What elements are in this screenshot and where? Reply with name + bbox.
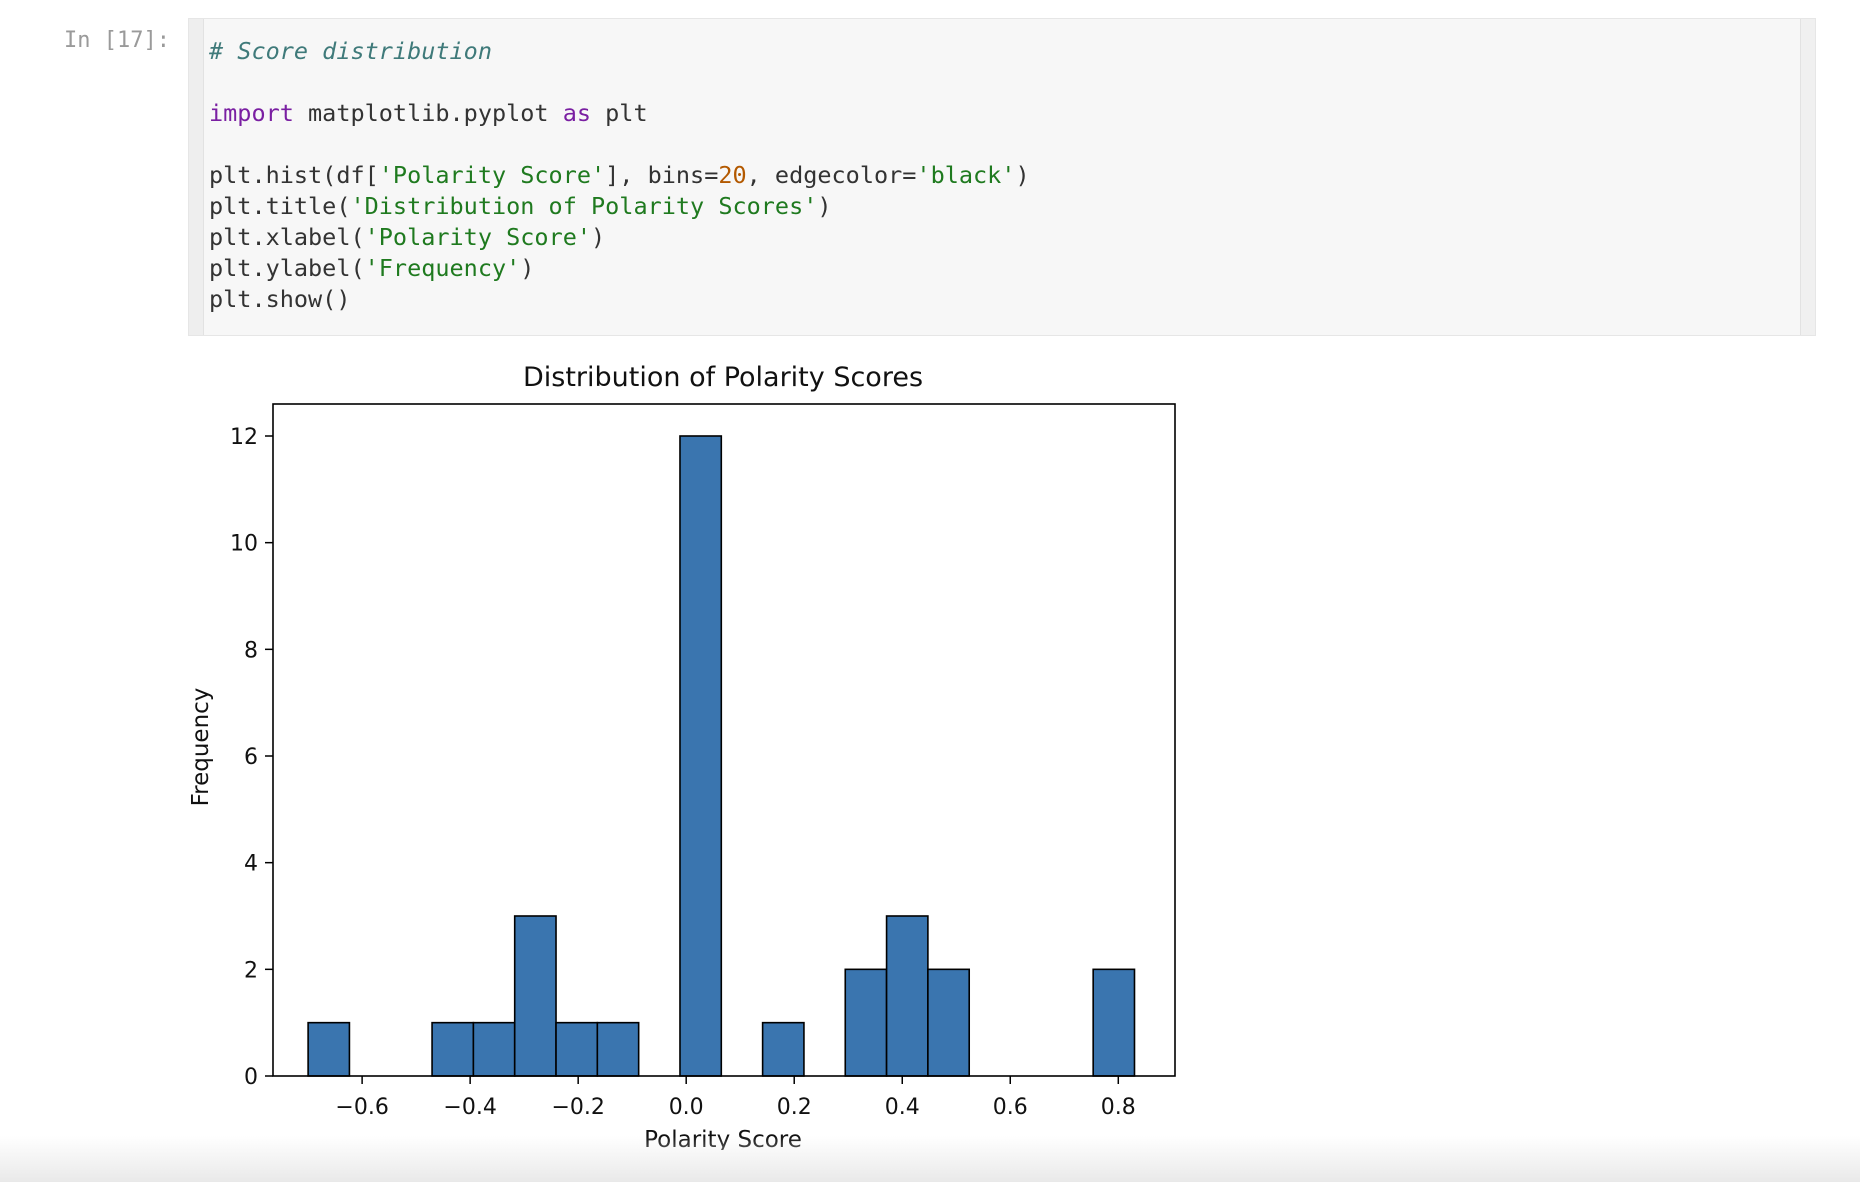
y-axis: 0 2 4 6 8 10 12 xyxy=(230,425,273,1090)
histogram-bar xyxy=(431,1021,475,1077)
histogram-bar xyxy=(472,1021,516,1077)
code-line xyxy=(209,67,1030,98)
x-tick-label: 0.8 xyxy=(1101,1095,1136,1120)
histogram-bar xyxy=(513,915,557,1077)
x-tick-label: 0.6 xyxy=(993,1095,1028,1120)
y-axis-label: Frequency xyxy=(188,688,214,807)
cell-prompt: In [17]: xyxy=(64,28,170,53)
histogram-bar xyxy=(885,915,929,1077)
histogram-bar xyxy=(761,1021,805,1077)
x-tick-label: −0.2 xyxy=(551,1095,604,1120)
code-token: ) xyxy=(591,223,606,251)
plot-frame xyxy=(272,403,1176,1077)
histogram-bar xyxy=(307,1021,351,1077)
x-tick-label: 0.2 xyxy=(777,1095,812,1120)
code-line: plt.ylabel('Frequency') xyxy=(209,253,1030,284)
y-tick-label: 6 xyxy=(244,745,258,770)
x-axis: −0.6 −0.4 −0.2 0.0 0.2 0.4 0.6 0.8 xyxy=(335,1076,1136,1120)
cell-output: Distribution of Polarity Scores Frequenc… xyxy=(180,350,1200,1154)
code-token: import xyxy=(209,99,294,127)
code-line: plt.title('Distribution of Polarity Scor… xyxy=(209,191,1030,222)
histogram-chart: Distribution of Polarity Scores Frequenc… xyxy=(188,362,1176,1153)
y-tick-label: 2 xyxy=(244,958,258,983)
histogram-bar xyxy=(927,968,971,1077)
y-tick-label: 8 xyxy=(244,638,258,663)
code-line: plt.xlabel('Polarity Score') xyxy=(209,222,1030,253)
code-token: , edgecolor= xyxy=(746,161,917,189)
code-token: as xyxy=(562,99,592,127)
code-line: plt.hist(df['Polarity Score'], bins=20, … xyxy=(209,160,1030,191)
histogram-bar xyxy=(555,1021,599,1077)
code-cell-input[interactable] xyxy=(188,18,1816,336)
code-token: 'Distribution of Polarity Scores' xyxy=(350,192,818,220)
code-token: plt.hist(df[ xyxy=(209,161,379,189)
x-tick-label: −0.4 xyxy=(443,1095,496,1120)
y-tick-label: 0 xyxy=(244,1065,258,1090)
chart-title: Distribution of Polarity Scores xyxy=(523,362,923,393)
cell-scrollbar[interactable] xyxy=(1800,19,1815,335)
x-tick-label: 0.4 xyxy=(885,1095,920,1120)
bottom-shade xyxy=(0,1136,1860,1182)
code-token: 'Frequency' xyxy=(364,254,521,282)
code-token: ) xyxy=(1015,161,1030,189)
code-line xyxy=(209,129,1030,160)
code-token: ) xyxy=(817,192,832,220)
y-tick-label: 12 xyxy=(230,425,258,450)
histogram-bar xyxy=(1092,968,1136,1077)
x-tick-label: −0.6 xyxy=(335,1095,388,1120)
code-editor[interactable]: # Score distribution import matplotlib.p… xyxy=(209,36,1030,315)
histogram-bar xyxy=(844,968,888,1077)
code-token: # Score distribution xyxy=(209,37,492,65)
code-token: plt.xlabel( xyxy=(209,223,365,251)
code-line: plt.show() xyxy=(209,284,1030,315)
code-token: plt.title( xyxy=(209,192,351,220)
code-token: 'Polarity Score' xyxy=(364,223,592,251)
histogram-bar xyxy=(679,435,723,1077)
y-tick-label: 10 xyxy=(230,532,258,557)
y-tick-label: 4 xyxy=(244,852,258,877)
histogram-bar xyxy=(596,1021,640,1077)
code-token: ], bins= xyxy=(605,161,719,189)
code-token: plt.ylabel( xyxy=(209,254,365,282)
code-line: import matplotlib.pyplot as plt xyxy=(209,98,1030,129)
code-token: ) xyxy=(520,254,535,282)
code-token: plt.show() xyxy=(209,285,351,313)
code-line: # Score distribution xyxy=(209,36,1030,67)
x-tick-label: 0.0 xyxy=(669,1095,704,1120)
histogram-bars xyxy=(307,435,1136,1077)
code-token: plt xyxy=(591,99,648,127)
code-token: 'Polarity Score' xyxy=(378,161,606,189)
code-token: 'black' xyxy=(916,161,1016,189)
code-token: matplotlib.pyplot xyxy=(293,99,563,127)
code-token: 20 xyxy=(718,161,747,189)
cell-gutter xyxy=(189,19,204,335)
